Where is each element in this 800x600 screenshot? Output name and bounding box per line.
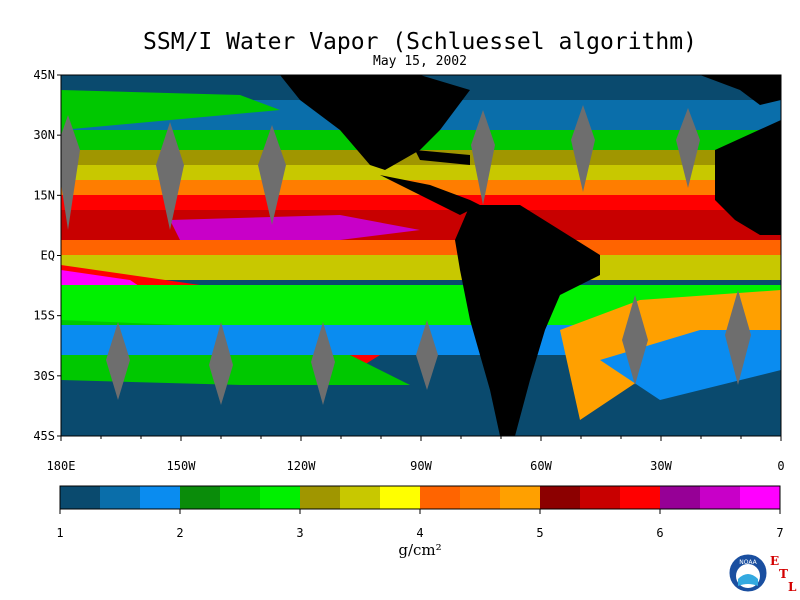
band-itcz-magenta: [170, 215, 420, 245]
swath-gap: [471, 110, 495, 205]
colorbar-swatch: [380, 486, 420, 509]
colorbar-tick-label: 6: [656, 526, 663, 540]
etl-mark: E T L: [770, 554, 800, 596]
colorbar-tick-label: 3: [296, 526, 303, 540]
colorbar-tick-label: 2: [176, 526, 183, 540]
colorbar-swatch: [740, 486, 780, 509]
colorbar-swatch: [540, 486, 580, 509]
colorbar-swatch: [620, 486, 660, 509]
noaa-logo: NOAA: [728, 553, 768, 593]
colorbar: 1 2 3 4 5 6 7: [56, 485, 784, 540]
map-title: SSM/I Water Vapor (Schluessel algorithm): [143, 29, 697, 55]
longitude-axis: 180E 150W 120W 90W 60W 30W 0: [47, 436, 785, 473]
colorbar-tick-label: 5: [536, 526, 543, 540]
lat-tick-label: 45N: [33, 68, 55, 82]
colorbar-swatch: [580, 486, 620, 509]
band-s-yellow: [61, 255, 781, 280]
lat-tick-label: 30S: [33, 369, 55, 383]
swath-gap: [311, 322, 335, 405]
lat-tick-label: 30N: [33, 128, 55, 142]
colorbar-swatch: [460, 486, 500, 509]
swath-gap: [622, 295, 648, 385]
colorbar-swatch: [140, 486, 180, 509]
swath-gap: [416, 320, 438, 390]
etl-letter-t: T: [779, 567, 788, 581]
lon-tick-label: 30W: [650, 459, 672, 473]
colorbar-swatch: [260, 486, 300, 509]
colorbar-tick-label: 7: [776, 526, 783, 540]
lon-tick-label: 0: [777, 459, 784, 473]
colorbar-tick-label: 1: [56, 526, 63, 540]
caribbean-islands: [415, 150, 470, 165]
swath-gap: [571, 105, 595, 192]
colorbar-swatch: [500, 486, 540, 509]
swath-gap: [676, 108, 700, 188]
central-america-land: [380, 175, 480, 215]
south-america-land: [455, 205, 600, 436]
lon-tick-label: 180E: [47, 459, 76, 473]
lat-tick-label: EQ: [41, 249, 55, 263]
lon-tick-label: 150W: [167, 459, 197, 473]
lon-tick-label: 120W: [287, 459, 317, 473]
colorbar-swatch: [340, 486, 380, 509]
swath-gap: [258, 125, 286, 225]
lat-tick-label: 15N: [33, 188, 55, 202]
colorbar-swatch: [420, 486, 460, 509]
colorbar-swatch: [60, 486, 100, 509]
map-date: May 15, 2002: [373, 54, 467, 69]
lon-tick-label: 90W: [410, 459, 432, 473]
colorbar-swatch: [220, 486, 260, 509]
swath-gap: [209, 322, 233, 405]
swath-gap: [156, 122, 184, 230]
swath-gap: [725, 290, 751, 385]
band-n-pacific-green: [61, 90, 280, 130]
colorbar-tick-label: 4: [416, 526, 423, 540]
map-field: [61, 75, 781, 436]
colorbar-unit: g/cm²: [398, 541, 442, 559]
colorbar-swatch: [100, 486, 140, 509]
colorbar-swatch: [700, 486, 740, 509]
noaa-logo-text: NOAA: [739, 559, 757, 566]
latitude-axis: 45N 30N 15N EQ 15S 30S 45S: [33, 68, 61, 443]
lat-tick-label: 15S: [33, 309, 55, 323]
colorbar-swatch: [300, 486, 340, 509]
swath-gap: [106, 322, 130, 400]
africa-land: [715, 120, 781, 235]
lat-tick-label: 45S: [33, 429, 55, 443]
noaa-logo-wave: [738, 574, 758, 586]
colorbar-swatch: [180, 486, 220, 509]
europe-land: [700, 75, 781, 105]
lon-tick-label: 60W: [530, 459, 552, 473]
etl-letter-l: L: [788, 580, 797, 594]
etl-letter-e: E: [770, 554, 780, 568]
colorbar-swatch: [660, 486, 700, 509]
swath-gap: [61, 115, 80, 230]
north-america-land: [280, 75, 470, 170]
